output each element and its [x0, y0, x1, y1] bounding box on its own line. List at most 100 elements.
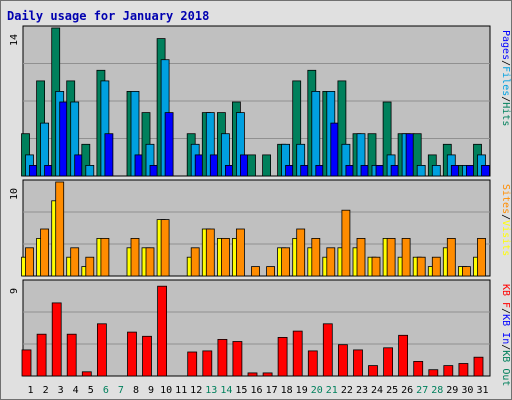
bar-kb-f-day-30	[458, 363, 469, 377]
bar-sites-day-21	[326, 247, 336, 277]
bar-sites-day-5	[85, 256, 95, 277]
bar-sites-day-8	[130, 237, 140, 277]
bar-sites-day-28	[431, 256, 441, 277]
bar-sites-day-25	[386, 237, 396, 277]
bar-sites-day-15	[235, 228, 245, 277]
series-legend: KB F/KB In/KB Out	[500, 284, 511, 386]
bar-kb-f-day-5	[81, 371, 92, 377]
bar-files-day-28	[431, 164, 441, 177]
bar-kb-f-day-9	[142, 335, 152, 377]
bar-pages-day-6	[104, 133, 114, 177]
bar-sites-day-14	[220, 237, 230, 277]
bar-kb-f-day-26	[398, 334, 409, 377]
bar-kb-f-day-15	[232, 341, 243, 377]
x-tick-label: 29	[446, 385, 458, 396]
bar-kb-f-day-16	[247, 372, 258, 377]
x-tick-label: 3	[58, 385, 64, 396]
x-tick-label: 26	[401, 385, 413, 396]
panel-3: 9 KB F/KB In/KB Out	[9, 279, 511, 386]
x-tick-label: 7	[118, 385, 124, 396]
legend-label: Visits	[500, 220, 511, 256]
bar-sites-day-27	[416, 256, 426, 277]
legend-label: /	[500, 60, 511, 66]
x-tick-label: 31	[476, 385, 488, 396]
bar-sites-day-31	[477, 237, 486, 277]
legend-label: Hits	[500, 102, 511, 126]
chart-title: Daily usage for January 2018	[7, 9, 210, 23]
x-tick-label: 28	[431, 385, 443, 396]
bar-sites-day-18	[281, 247, 291, 277]
x-tick-label: 11	[175, 385, 187, 396]
bar-sites-day-16	[251, 266, 260, 277]
bar-kb-f-day-27	[413, 360, 424, 377]
x-tick-label: 21	[326, 385, 338, 396]
x-tick-label: 18	[281, 385, 293, 396]
y-max-label: 9	[9, 288, 20, 294]
y-max-label: 10	[9, 188, 20, 200]
x-tick-label: 6	[103, 385, 109, 396]
bar-kb-f-day-22	[337, 344, 348, 377]
bar-hits-day-16	[247, 154, 256, 177]
bar-sites-day-30	[461, 266, 471, 277]
bar-pages-day-10	[164, 112, 174, 177]
bar-kb-f-day-6	[97, 323, 107, 377]
bar-kb-f-day-24	[368, 365, 378, 377]
x-tick-label: 9	[148, 385, 154, 396]
legend-label: Pages	[500, 30, 511, 60]
bar-kb-f-day-10	[157, 285, 168, 377]
bar-sites-day-3	[55, 181, 65, 277]
bar-kb-f-day-23	[353, 349, 363, 377]
bar-sites-day-6	[100, 237, 110, 277]
bar-sites-day-20	[311, 237, 321, 277]
x-tick-label: 30	[461, 385, 473, 396]
bar-kb-f-day-4	[66, 333, 77, 377]
x-tick-label: 14	[220, 385, 232, 396]
bar-kb-f-day-14	[217, 338, 228, 377]
x-tick-label: 27	[416, 385, 428, 396]
x-tick-label: 25	[386, 385, 398, 396]
series-legend: Pages/Files/Hits	[500, 30, 511, 126]
bar-kb-f-day-17	[262, 372, 273, 377]
bar-sites-day-24	[371, 256, 381, 277]
x-tick-label: 20	[311, 385, 323, 396]
bar-sites-day-17	[266, 266, 276, 277]
bar-sites-day-29	[446, 237, 456, 277]
bar-sites-day-23	[356, 237, 366, 277]
bar-sites-day-22	[341, 209, 351, 277]
x-tick-label: 13	[205, 385, 217, 396]
bar-files-day-27	[416, 164, 426, 177]
bar-kb-f-day-20	[307, 350, 318, 377]
bar-sites-day-19	[296, 228, 306, 277]
x-tick-label: 12	[190, 385, 202, 396]
legend-label: Sites	[500, 184, 511, 214]
x-tick-label: 4	[73, 385, 79, 396]
series-legend: Sites/Visits	[500, 184, 511, 256]
bar-kb-f-day-28	[428, 369, 439, 377]
x-tick-label: 15	[235, 385, 247, 396]
x-tick-label: 17	[266, 385, 278, 396]
x-tick-label: 22	[341, 385, 353, 396]
bar-sites-day-2	[40, 228, 49, 277]
bar-hits-day-17	[262, 154, 272, 177]
panel-2: 10 Sites/Visits	[9, 179, 511, 277]
bar-kb-f-day-13	[202, 350, 213, 377]
legend-label: Files	[500, 66, 511, 96]
x-tick-label: 19	[296, 385, 308, 396]
legend-label: /	[500, 308, 511, 314]
x-tick-label: 5	[88, 385, 94, 396]
legend-label: /	[500, 214, 511, 220]
bar-kb-f-day-19	[292, 330, 303, 377]
bar-sites-day-13	[205, 228, 215, 277]
bar-files-day-20	[311, 91, 321, 177]
panel-1: 14 Pages/Files/Hits	[9, 25, 511, 177]
bar-kb-f-day-21	[322, 323, 333, 377]
bar-kb-f-day-25	[383, 347, 394, 377]
legend-label: /	[500, 96, 511, 102]
bar-kb-f-day-8	[127, 331, 137, 377]
x-tick-label: 24	[371, 385, 383, 396]
legend-label: /	[500, 344, 511, 350]
bar-sites-day-26	[401, 237, 411, 277]
bar-kb-f-day-31	[473, 356, 484, 377]
legend-label: KB In	[500, 314, 511, 344]
